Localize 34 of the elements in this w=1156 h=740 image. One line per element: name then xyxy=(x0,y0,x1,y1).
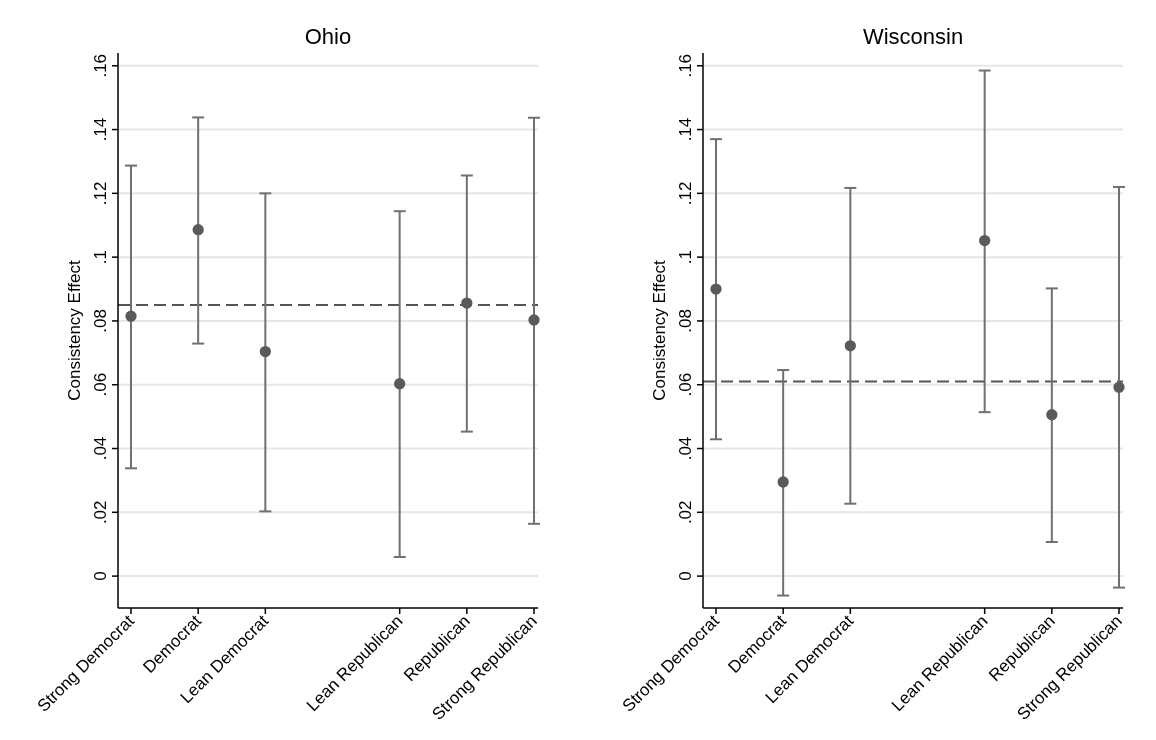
y-tick-label: .16 xyxy=(676,53,695,78)
point xyxy=(192,224,204,236)
y-tick-label: .04 xyxy=(91,436,110,461)
point xyxy=(1046,409,1058,421)
point xyxy=(710,283,722,295)
y-tick-label: .1 xyxy=(91,250,110,265)
y-tick-label: .1 xyxy=(676,250,695,265)
y-tick-label: .02 xyxy=(91,500,110,525)
y-tick-label: .14 xyxy=(676,117,695,142)
point xyxy=(125,310,137,322)
point xyxy=(844,340,856,352)
y-tick-label: .08 xyxy=(91,309,110,333)
y-tick-label: .14 xyxy=(91,117,110,142)
y-tick-label: .02 xyxy=(676,500,695,525)
y-tick-label: .06 xyxy=(91,372,110,397)
y-tick-label: .04 xyxy=(676,436,695,461)
y-axis-title: Consistency Effect xyxy=(650,259,669,401)
point xyxy=(259,345,271,358)
y-tick-label: .16 xyxy=(91,53,110,78)
point xyxy=(979,234,991,247)
point xyxy=(394,378,406,390)
y-tick-label: .06 xyxy=(676,372,695,397)
point xyxy=(461,297,473,309)
y-tick-label: .12 xyxy=(91,181,110,206)
point xyxy=(1113,381,1125,393)
y-axis-title: Consistency Effect xyxy=(65,259,84,401)
chart-title: Ohio xyxy=(304,24,352,49)
chart-title: Wisconsin xyxy=(862,24,964,49)
point xyxy=(528,314,540,326)
point xyxy=(777,476,789,488)
y-tick-label: .12 xyxy=(676,181,695,206)
y-tick-label: .08 xyxy=(676,309,695,333)
y-tick-label: 0 xyxy=(676,571,695,581)
y-tick-label: 0 xyxy=(91,571,110,581)
